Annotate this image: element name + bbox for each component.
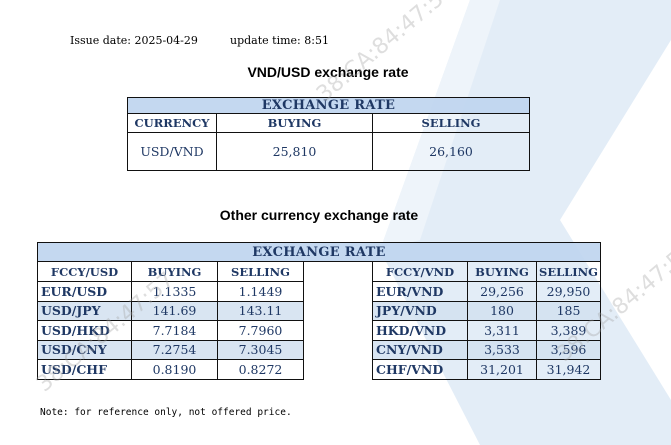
l-buy: 7.7184 [131,320,218,341]
r-buy: 180 [467,300,537,321]
r-pair: JPY/VND [372,300,468,321]
update-time: update time: 8:51 [230,34,329,47]
l-sell: 0.8272 [217,359,304,380]
r-buy: 31,201 [467,359,537,380]
col-buying: BUYING [216,113,373,133]
l-buy: 141.69 [131,300,218,321]
col-fccy-usd: FCCY/USD [37,261,132,282]
other-rates-table: EXCHANGE RATE FCCY/USD BUYING SELLING FC… [37,242,601,380]
col-buying: BUYING [131,261,218,282]
spacer [303,261,373,282]
r-sell: 29,950 [536,281,601,302]
issue-date-label: Issue date: [70,34,131,47]
table-row: USD/JPY 141.69 143.11 JPY/VND 180 185 [37,300,601,321]
l-sell: 7.7960 [217,320,304,341]
col-currency: CURRENCY [127,113,217,133]
issue-date: Issue date: 2025-04-29 [70,34,198,47]
table-row: USD/VND 25,810 26,160 [127,132,530,171]
table-row: USD/CHF 0.8190 0.8272 CHF/VND 31,201 31,942 [37,359,601,380]
currency: USD/VND [127,132,217,171]
r-buy: 3,533 [467,339,537,360]
r-sell: 185 [536,300,601,321]
spacer [303,301,373,321]
l-pair: USD/HKD [37,320,132,341]
table-row: USD/CNY 7.2754 7.3045 CNY/VND 3,533 3,596 [37,339,601,360]
l-pair: USD/CNY [37,339,132,360]
l-sell: 143.11 [217,300,304,321]
l-buy: 7.2754 [131,339,218,360]
l-sell: 7.3045 [217,339,304,360]
r-pair: CNY/VND [372,339,468,360]
col-selling: SELLING [217,261,304,282]
l-buy: 1.1335 [131,281,218,302]
selling: 26,160 [372,132,530,171]
col-selling: SELLING [372,113,530,133]
r-buy: 3,311 [467,320,537,341]
issue-date-value: 2025-04-29 [134,34,198,47]
vnd-usd-table: EXCHANGE RATE CURRENCY BUYING SELLING US… [127,97,530,171]
l-pair: USD/JPY [37,300,132,321]
r-pair: CHF/VND [372,359,468,380]
r-pair: EUR/VND [372,281,468,302]
spacer [303,320,373,340]
update-time-label: update time: [230,34,301,47]
r-pair: HKD/VND [372,320,468,341]
note: Note: for reference only, not offered pr… [40,407,292,418]
table-row: EUR/USD 1.1335 1.1449 EUR/VND 29,256 29,950 [37,281,601,302]
r-sell: 3,596 [536,339,601,360]
update-time-value: 8:51 [304,34,329,47]
r-sell: 31,942 [536,359,601,380]
l-pair: USD/CHF [37,359,132,380]
l-pair: EUR/USD [37,281,132,302]
band-header: EXCHANGE RATE [37,242,601,262]
table-row: USD/HKD 7.7184 7.7960 HKD/VND 3,311 3,389 [37,320,601,341]
col-fccy-vnd: FCCY/VND [372,261,468,282]
r-buy: 29,256 [467,281,537,302]
l-sell: 1.1449 [217,281,304,302]
vnd-usd-title: VND/USD exchange rate [247,64,409,80]
buying: 25,810 [216,132,373,171]
col-selling: SELLING [536,261,601,282]
l-buy: 0.8190 [131,359,218,380]
spacer [303,281,373,301]
col-buying: BUYING [467,261,537,282]
r-sell: 3,389 [536,320,601,341]
spacer [303,340,373,360]
band-header: EXCHANGE RATE [127,97,530,114]
spacer [303,359,373,379]
other-title: Other currency exchange rate [219,207,419,223]
